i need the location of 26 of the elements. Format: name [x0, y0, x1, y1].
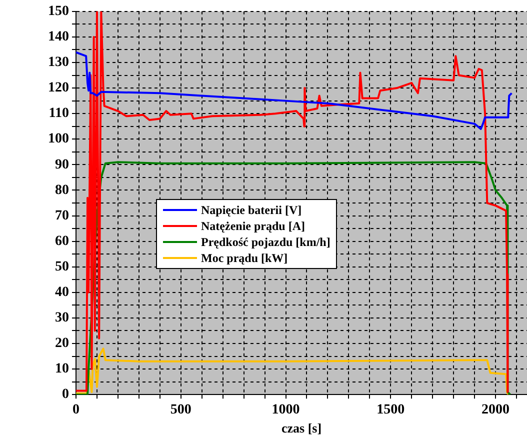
- y-tick-label: 50: [55, 259, 69, 274]
- y-tick-label: 130: [48, 55, 69, 70]
- y-tick-label: 80: [55, 182, 69, 198]
- y-tick-label: 60: [55, 234, 69, 249]
- y-tick-label: 0: [62, 387, 69, 402]
- x-tick-label: 1000: [272, 402, 300, 418]
- y-tick-label: 100: [48, 132, 69, 147]
- x-tick-label: 0: [72, 402, 80, 418]
- legend-label: Prędkość pojazdu [km/h]: [201, 234, 330, 250]
- y-tick-label: 90: [55, 157, 69, 172]
- y-tick-label: 30: [55, 310, 69, 326]
- y-tick-label: 40: [55, 285, 69, 300]
- y-tick-label: 70: [55, 208, 69, 224]
- y-tick-label: 140: [48, 30, 69, 45]
- y-tick-label: 150: [48, 4, 69, 20]
- y-tick-label: 10: [55, 362, 69, 377]
- legend-label: Napięcie baterii [V]: [201, 202, 302, 218]
- x-tick-label: 1500: [376, 402, 405, 418]
- x-axis-title: czas [s]: [281, 420, 322, 436]
- y-tick-label: 110: [48, 106, 69, 122]
- y-tick-label: 20: [55, 336, 69, 352]
- legend-label: Moc prądu [kW]: [201, 250, 288, 266]
- x-tick-label: 2000: [482, 402, 510, 418]
- y-tick-label: 120: [48, 80, 69, 96]
- legend-label: Natężenie prądu [A]: [201, 218, 305, 234]
- x-tick-label: 500: [170, 402, 192, 418]
